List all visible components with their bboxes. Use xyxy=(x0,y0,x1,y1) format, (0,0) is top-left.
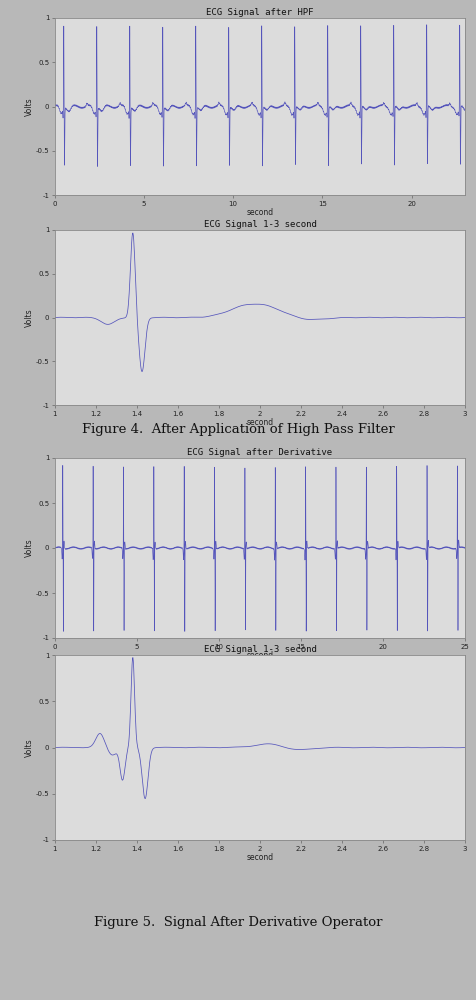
X-axis label: second: second xyxy=(246,651,273,660)
Y-axis label: Volts: Volts xyxy=(25,738,34,757)
Title: ECG Signal after Derivative: ECG Signal after Derivative xyxy=(187,448,332,457)
X-axis label: second: second xyxy=(246,418,273,427)
X-axis label: second: second xyxy=(246,208,273,217)
Text: Figure 5.  Signal After Derivative Operator: Figure 5. Signal After Derivative Operat… xyxy=(94,916,382,929)
Y-axis label: Volts: Volts xyxy=(25,97,34,116)
Title: ECG Signal after HPF: ECG Signal after HPF xyxy=(206,8,313,17)
Text: Figure 4.  After Application of High Pass Filter: Figure 4. After Application of High Pass… xyxy=(82,424,394,436)
Y-axis label: Volts: Volts xyxy=(25,539,34,557)
Title: ECG Signal 1-3 second: ECG Signal 1-3 second xyxy=(203,220,316,229)
X-axis label: second: second xyxy=(246,853,273,862)
Title: ECG Signal 1-3 second: ECG Signal 1-3 second xyxy=(203,645,316,654)
Y-axis label: Volts: Volts xyxy=(25,308,34,327)
